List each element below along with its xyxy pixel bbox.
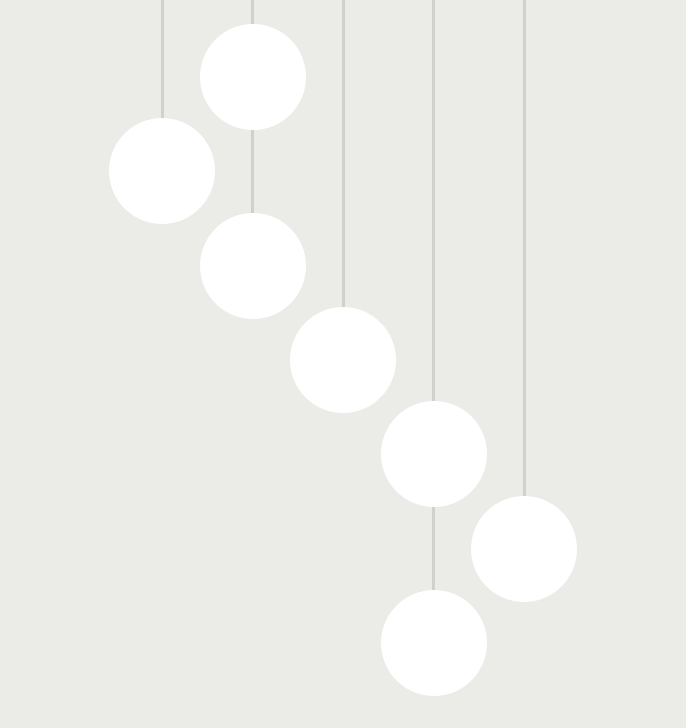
cord-1 (161, 0, 164, 120)
sphere-5 (381, 401, 487, 507)
sphere-6 (471, 496, 577, 602)
sphere-3 (200, 213, 306, 319)
sphere-7 (381, 590, 487, 696)
cord-4 (432, 0, 435, 593)
cord-3 (342, 0, 345, 310)
sphere-2 (109, 118, 215, 224)
sphere-4 (290, 307, 396, 413)
sphere-1 (200, 24, 306, 130)
cord-5 (523, 0, 526, 499)
